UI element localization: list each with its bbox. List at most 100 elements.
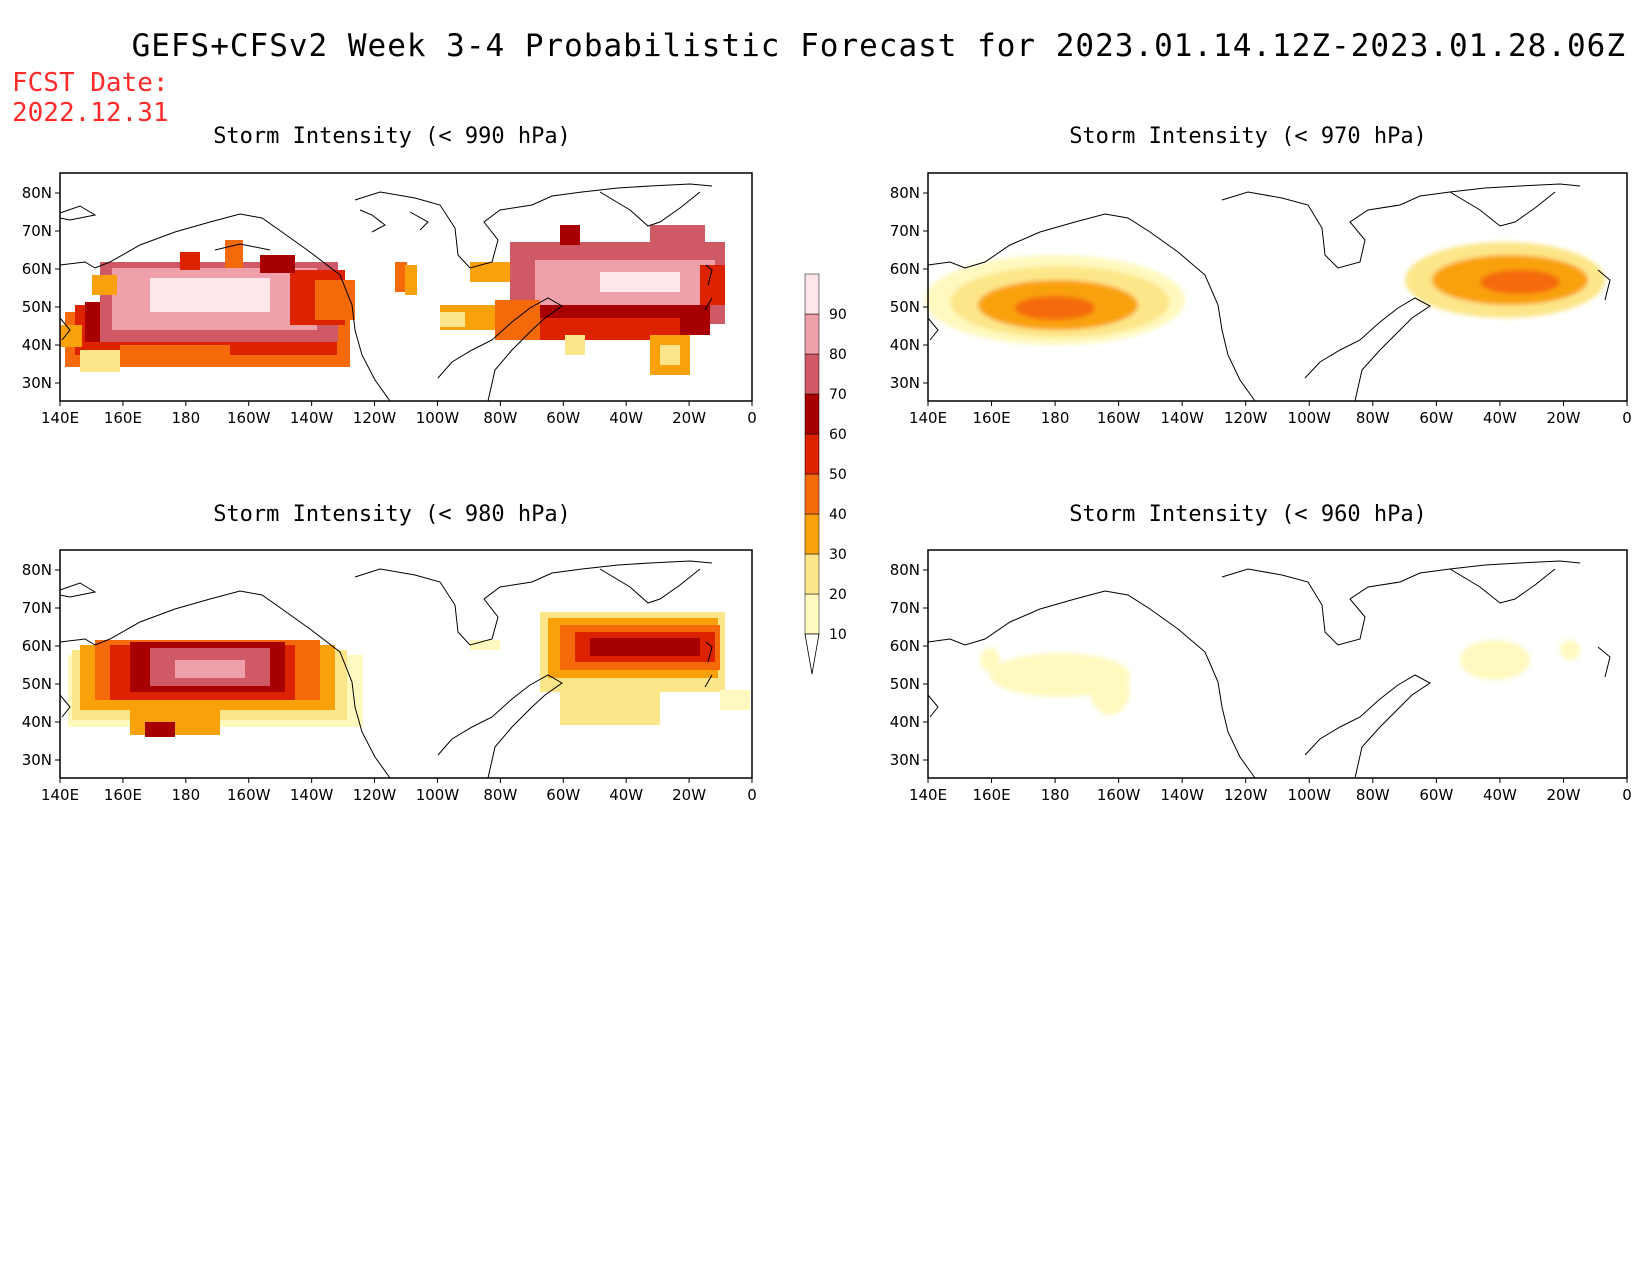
- lon-tick-label: 160E: [972, 409, 1010, 427]
- lon-tick-label: 120W: [1224, 786, 1268, 804]
- lon-tick-label: 140E: [909, 409, 947, 427]
- colorbar-swatch: [804, 273, 820, 315]
- lon-tick-label: 160W: [227, 409, 271, 427]
- map-panel-980: [59, 549, 753, 779]
- lat-tick-label: 50N: [22, 675, 52, 693]
- colorbar-label: 50: [829, 467, 847, 483]
- lon-tick-label: 20W: [672, 409, 706, 427]
- lon-tick-label: 120W: [1224, 409, 1268, 427]
- colorbar-lower-extension: [804, 633, 820, 675]
- map-border: [59, 549, 753, 779]
- lon-tick-label: 160W: [227, 786, 271, 804]
- colorbar-label: 90: [829, 307, 847, 323]
- lat-tick-label: 60N: [22, 260, 52, 278]
- lon-tick-label: 20W: [672, 786, 706, 804]
- forecast-title: GEFS+CFSv2 Week 3-4 Probabilistic Foreca…: [131, 28, 1626, 64]
- lon-tick-label: 140W: [1160, 409, 1204, 427]
- map-border: [59, 172, 753, 402]
- lon-tick-label: 160E: [104, 409, 142, 427]
- lon-tick-label: 100W: [1288, 409, 1332, 427]
- colorbar-swatch: [804, 313, 820, 355]
- lat-tick-label: 80N: [22, 561, 52, 579]
- probability-field: [925, 242, 1605, 345]
- lon-tick-label: 40W: [1483, 409, 1517, 427]
- lon-tick-label: 160W: [1097, 409, 1141, 427]
- lon-tick-label: 40W: [609, 409, 643, 427]
- axis-labels: 140E 160E 180 160W 140W 120W 100W 80W 60W 40W 20W 0…: [22, 184, 1632, 804]
- lat-tick-label: 50N: [22, 298, 52, 316]
- coastlines: [927, 183, 1611, 402]
- lat-tick-label: 30N: [22, 374, 52, 392]
- lon-tick-label: 80W: [1356, 786, 1390, 804]
- colorbar-label: 70: [829, 387, 847, 403]
- coastlines: [59, 560, 713, 779]
- probability-field: [60, 225, 725, 375]
- lat-tick-label: 60N: [890, 260, 920, 278]
- lon-tick-label: 100W: [416, 786, 460, 804]
- lon-tick-label: 180: [1041, 786, 1070, 804]
- lon-tick-label: 140W: [1160, 786, 1204, 804]
- lon-tick-label: 40W: [609, 786, 643, 804]
- panel-title-970: Storm Intensity (< 970 hPa): [1069, 124, 1427, 149]
- coastlines: [927, 560, 1611, 779]
- colorbar-swatch: [804, 593, 820, 635]
- colorbar-swatch: [804, 433, 820, 475]
- lat-tick-label: 30N: [22, 751, 52, 769]
- probability-field: [68, 612, 750, 737]
- lat-tick-label: 30N: [890, 751, 920, 769]
- lat-tick-label: 70N: [22, 222, 52, 240]
- colorbar-label: 10: [829, 627, 847, 643]
- lat-tick-label: 40N: [22, 336, 52, 354]
- lon-tick-label: 0: [747, 409, 757, 427]
- lat-tick-label: 70N: [890, 222, 920, 240]
- lon-tick-label: 180: [171, 786, 200, 804]
- lat-tick-label: 40N: [22, 713, 52, 731]
- lon-tick-label: 160W: [1097, 786, 1141, 804]
- lat-tick-label: 80N: [890, 561, 920, 579]
- lon-tick-label: 80W: [483, 409, 517, 427]
- colorbar-swatch: [804, 473, 820, 515]
- lon-tick-label: 60W: [1419, 409, 1453, 427]
- lat-tick-label: 50N: [890, 675, 920, 693]
- lon-tick-label: 140E: [41, 409, 79, 427]
- map-panel-960: [927, 549, 1628, 779]
- fcst-date-label: FCST Date:: [12, 68, 169, 98]
- map-border: [927, 172, 1628, 402]
- colorbar-swatch: [804, 553, 820, 595]
- lon-tick-label: 20W: [1546, 409, 1580, 427]
- panel-title-980: Storm Intensity (< 980 hPa): [213, 502, 571, 527]
- lon-tick-label: 20W: [1546, 786, 1580, 804]
- map-panel-970: [925, 172, 1628, 402]
- lon-tick-label: 80W: [483, 786, 517, 804]
- lat-tick-label: 70N: [22, 599, 52, 617]
- lon-tick-label: 60W: [1419, 786, 1453, 804]
- lon-tick-label: 0: [747, 786, 757, 804]
- lon-tick-label: 140E: [909, 786, 947, 804]
- colorbar-label: 40: [829, 507, 847, 523]
- probability-field: [980, 640, 1580, 715]
- colorbar-swatch: [804, 393, 820, 435]
- lat-tick-label: 60N: [22, 637, 52, 655]
- lon-tick-label: 140W: [290, 786, 334, 804]
- map-panel-990: [59, 172, 753, 402]
- lon-tick-label: 0: [1622, 786, 1632, 804]
- lat-tick-label: 80N: [22, 184, 52, 202]
- lon-tick-label: 60W: [546, 409, 580, 427]
- lon-tick-label: 140W: [290, 409, 334, 427]
- lon-tick-label: 140E: [41, 786, 79, 804]
- lon-tick-label: 40W: [1483, 786, 1517, 804]
- lon-tick-label: 160E: [972, 786, 1010, 804]
- lat-tick-label: 40N: [890, 713, 920, 731]
- colorbar-label: 30: [829, 547, 847, 563]
- colorbar: 10 20 30 40 50 60 70 80 90: [804, 273, 847, 675]
- lon-tick-label: 0: [1622, 409, 1632, 427]
- lat-tick-label: 40N: [890, 336, 920, 354]
- lat-tick-label: 50N: [890, 298, 920, 316]
- colorbar-swatch: [804, 353, 820, 395]
- lon-tick-label: 180: [171, 409, 200, 427]
- panel-title-990: Storm Intensity (< 990 hPa): [213, 124, 571, 149]
- colorbar-label: 20: [829, 587, 847, 603]
- lon-tick-label: 120W: [353, 786, 397, 804]
- map-border: [927, 549, 1628, 779]
